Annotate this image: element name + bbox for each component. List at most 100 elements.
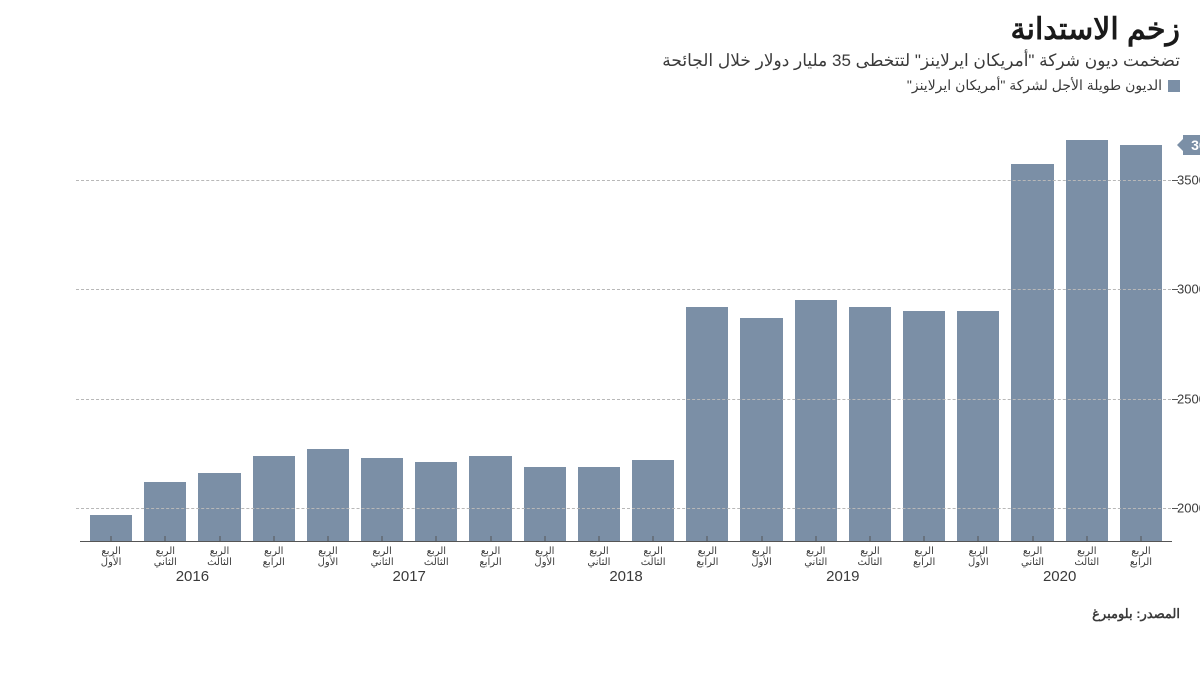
bar-slot (680, 114, 734, 541)
gridline (76, 180, 1176, 181)
year-slot (409, 568, 463, 588)
x-tick (1032, 536, 1033, 542)
x-tick (111, 536, 112, 542)
year-slot (192, 568, 246, 588)
quarter-label: الربعالرابع (696, 546, 718, 568)
quarter-label: الربعالأول (751, 546, 772, 568)
bar-slot (1060, 114, 1114, 541)
bar-slot (951, 114, 1005, 541)
x-tick (382, 536, 383, 542)
bar-slot (1114, 114, 1168, 541)
quarter-label: الربعالرابع (479, 546, 501, 568)
year-slot: 2017 (355, 568, 409, 588)
bar-slot (626, 114, 680, 541)
bar-slot (409, 114, 463, 541)
x-tick (598, 536, 599, 542)
quarter-label: الربعالأول (534, 546, 555, 568)
quarter-label: الربعالثالث (641, 546, 666, 568)
bar-slot (843, 114, 897, 541)
quarter-label: الربعالرابع (913, 546, 935, 568)
x-tick (273, 536, 274, 542)
chart-title: زخم الاستدانة (20, 12, 1180, 47)
bar (686, 307, 728, 541)
chart-subtitle: تضخمت ديون شركة "أمريكان ايرلاينز" لتتخط… (20, 51, 1180, 71)
x-tick (327, 536, 328, 542)
y-tick-mark (1172, 399, 1178, 400)
x-tick (761, 536, 762, 542)
y-tick-mark (1172, 180, 1178, 181)
quarter-label: الربعالأول (968, 546, 989, 568)
y-tick-label: 35000 (1177, 172, 1200, 187)
value-callout: 36573 (1183, 135, 1200, 155)
year-slot (734, 568, 788, 588)
x-tick (436, 536, 437, 542)
gridline (76, 399, 1176, 400)
bar-slot (1005, 114, 1059, 541)
x-tick (219, 536, 220, 542)
quarter-label: الربعالثالث (858, 546, 883, 568)
quarter-label: الربعالثالث (207, 546, 232, 568)
bar (524, 467, 566, 541)
bar-slot (789, 114, 843, 541)
year-slot (1114, 568, 1168, 588)
bar-slot (734, 114, 788, 541)
year-slot (247, 568, 301, 588)
bar-slot (84, 114, 138, 541)
quarter-label: الربعالثاني (804, 546, 827, 568)
bar-slot (355, 114, 409, 541)
quarter-label: الربعالرابع (1130, 546, 1152, 568)
bar (903, 311, 945, 541)
x-tick (1086, 536, 1087, 542)
quarter-label: الربعالثالث (424, 546, 449, 568)
x-tick (707, 536, 708, 542)
bar-slot (572, 114, 626, 541)
quarter-label: الربعالثالث (1074, 546, 1099, 568)
bar (632, 460, 674, 541)
bar (957, 311, 999, 541)
gridline (76, 508, 1176, 509)
bar-slot (463, 114, 517, 541)
year-slot (680, 568, 734, 588)
quarter-label: الربعالثاني (371, 546, 394, 568)
year-slot (843, 568, 897, 588)
x-tick (544, 536, 545, 542)
bar-slot (518, 114, 572, 541)
bar-slot (247, 114, 301, 541)
source-attribution: المصدر: بلومبرغ (20, 606, 1180, 622)
y-tick-label: 25000 (1177, 391, 1200, 406)
x-tick (490, 536, 491, 542)
gridline (76, 289, 1176, 290)
year-slot (951, 568, 1005, 588)
y-tick-label: 30000 (1177, 282, 1200, 297)
quarter-label: الربعالثاني (1021, 546, 1044, 568)
year-labels: 20162017201820192020 (80, 568, 1172, 588)
bars-container (80, 114, 1172, 541)
quarter-label: الربعالثاني (154, 546, 177, 568)
bar-slot (301, 114, 355, 541)
x-tick (653, 536, 654, 542)
bar (795, 300, 837, 541)
x-tick (978, 536, 979, 542)
bar (469, 456, 511, 541)
year-slot: 2018 (572, 568, 626, 588)
bar (144, 482, 186, 541)
year-slot (897, 568, 951, 588)
y-tick-mark (1172, 508, 1178, 509)
year-slot (84, 568, 138, 588)
bar (307, 449, 349, 541)
year-slot (463, 568, 517, 588)
year-slot: 2016 (138, 568, 192, 588)
quarter-label: الربعالثاني (587, 546, 610, 568)
x-tick (815, 536, 816, 542)
chart-area: مليون دولار 36573 20000250003000035000 ا… (80, 102, 1172, 602)
year-slot: 2019 (789, 568, 843, 588)
legend-swatch (1168, 80, 1180, 92)
x-tick (165, 536, 166, 542)
legend-label: الديون طويلة الأجل لشركة "أمريكان ايرلاي… (907, 77, 1162, 94)
year-slot (518, 568, 572, 588)
year-slot (626, 568, 680, 588)
x-tick (869, 536, 870, 542)
quarter-label: الربعالأول (101, 546, 122, 568)
bar (578, 467, 620, 541)
bar (1120, 145, 1162, 541)
